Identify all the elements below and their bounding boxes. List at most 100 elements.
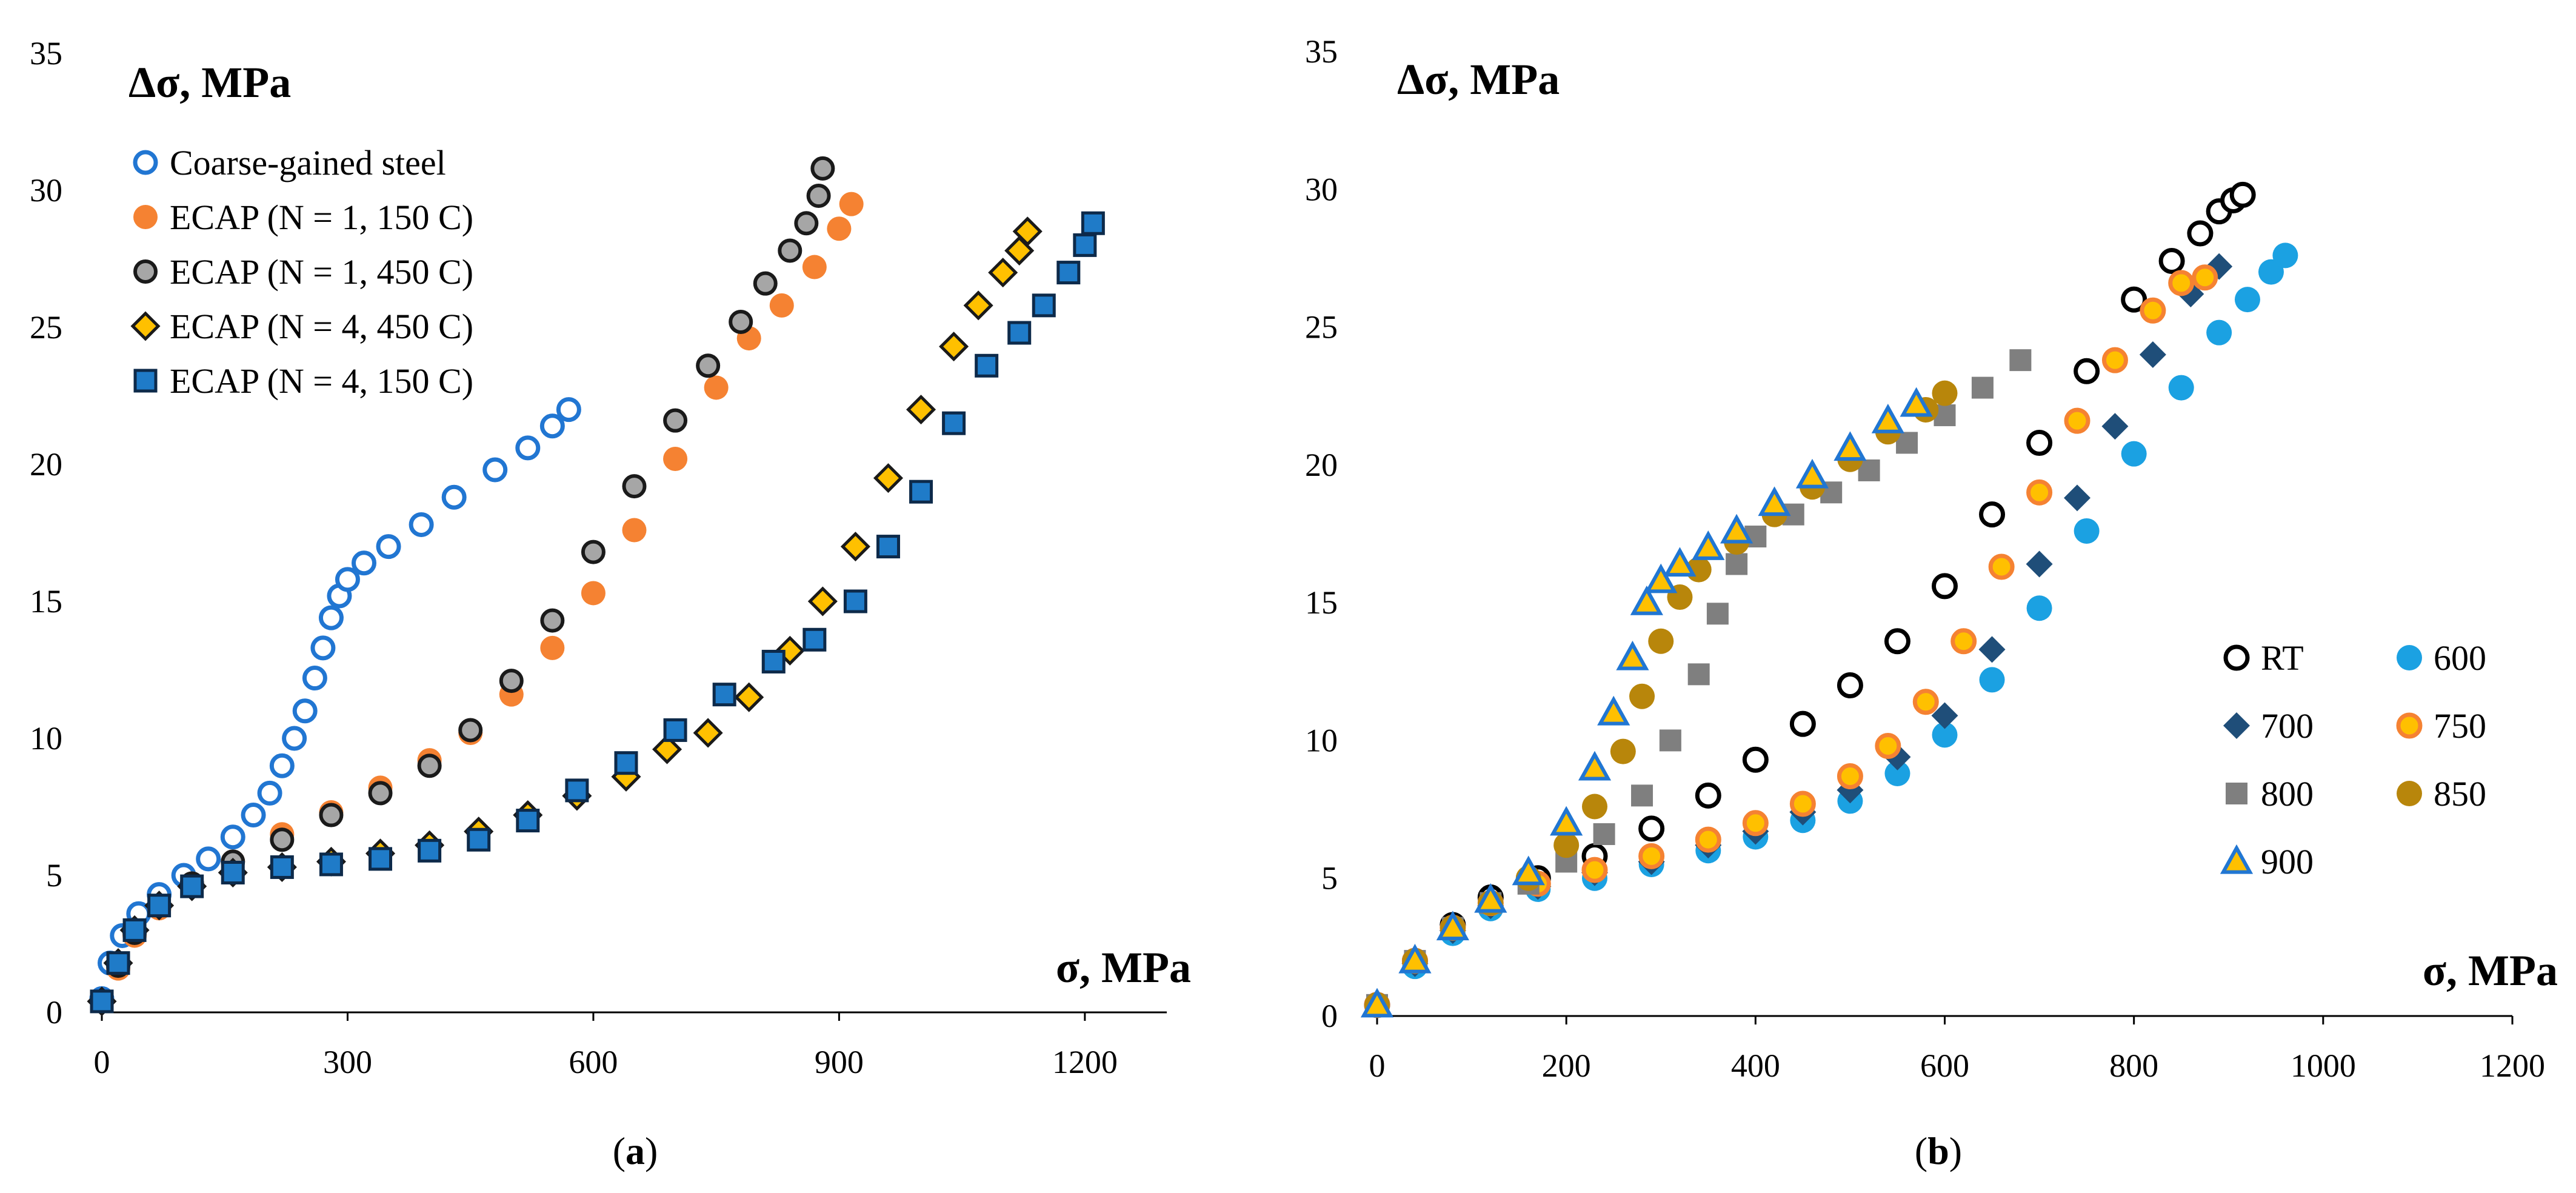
y-tick-label: 35 (1305, 33, 1338, 70)
data-point (2074, 358, 2100, 384)
y-tick-label: 10 (1305, 722, 1338, 758)
data-point (2026, 429, 2053, 456)
series-rt (1364, 181, 2256, 1018)
data-point (1758, 486, 1791, 516)
data-point (1581, 857, 1608, 883)
x-tick-label: 800 (2109, 1048, 2158, 1084)
legend-marker (2223, 644, 2250, 671)
data-point (2258, 259, 2284, 285)
panel-b: 0 200 400 600 800 1000 1200 0 5 10 15 20 25 30 35 RT 6… (1305, 33, 2558, 1172)
data-point (2229, 181, 2256, 208)
data-point (1629, 683, 1655, 709)
data-point (1875, 733, 1901, 760)
legend-label: 800 (2261, 774, 2314, 814)
data-point (778, 238, 802, 263)
data-point (1644, 563, 1678, 593)
data-point (753, 271, 778, 296)
data-point (2009, 349, 2032, 372)
legend-marker (133, 205, 158, 229)
data-point (839, 192, 864, 216)
y-tick-label: 15 (1305, 584, 1338, 621)
data-point (2158, 247, 2185, 274)
x-tick-label: 400 (1731, 1048, 1780, 1084)
panel-a: 0 300 600 900 1200 0 5 10 15 20 25 30 35 Coarse-gai… (30, 35, 1191, 1172)
data-point (351, 550, 376, 576)
data-point (794, 211, 819, 236)
data-point (1398, 943, 1432, 974)
data-point (652, 734, 682, 764)
data-point (1837, 672, 1863, 699)
data-point (292, 698, 318, 724)
data-point (1742, 746, 1769, 773)
data-point (807, 586, 838, 617)
data-point (318, 605, 344, 630)
data-point (942, 411, 966, 435)
data-point (2168, 270, 2195, 296)
data-point (2026, 479, 2053, 506)
legend-label: 900 (2261, 842, 2314, 881)
data-point (458, 718, 483, 743)
data-point (1871, 403, 1904, 433)
data-point (2121, 441, 2147, 467)
data-point (1360, 987, 1394, 1018)
data-point (1900, 387, 1933, 417)
x-tick-label: 300 (323, 1044, 372, 1080)
data-point (1988, 553, 2015, 580)
data-point (1581, 794, 1607, 820)
data-point (409, 512, 434, 537)
y-axis-title-a: Δσ, MPa (128, 58, 291, 107)
data-point (565, 778, 589, 803)
data-point (376, 534, 401, 560)
data-point (1692, 530, 1725, 560)
data-point (220, 824, 245, 850)
data-point (2064, 407, 2090, 434)
data-point (1912, 689, 1939, 715)
y-axis-title-b: Δσ, MPa (1397, 55, 1560, 104)
data-point (873, 463, 904, 493)
data-point (622, 474, 647, 499)
data-point (482, 457, 508, 483)
data-point (1979, 501, 2006, 528)
legend-marker (130, 311, 161, 341)
series-ecap-n-4-150-c- (90, 211, 1105, 1014)
data-point (319, 852, 343, 877)
data-point (1687, 663, 1710, 686)
data-point (663, 718, 687, 742)
data-point (1056, 261, 1081, 285)
data-point (319, 803, 344, 827)
x-tick-label: 1200 (1052, 1044, 1118, 1080)
legend-marker (2396, 712, 2423, 739)
legend-marker (133, 369, 158, 393)
data-point (988, 258, 1018, 288)
y-tick-label: 5 (46, 857, 62, 894)
data-point (1597, 695, 1630, 726)
data-point (106, 951, 130, 975)
data-point (802, 255, 827, 279)
legend-marker (133, 259, 158, 284)
data-point (270, 855, 294, 879)
data-point (906, 395, 936, 425)
data-point (1837, 763, 1863, 790)
data-point (769, 293, 794, 318)
x-tick-label: 1000 (2291, 1048, 2356, 1084)
data-point (704, 375, 729, 400)
data-point (310, 635, 336, 661)
x-tick-label: 600 (569, 1044, 618, 1080)
data-point (1720, 513, 1753, 544)
data-point (2026, 550, 2053, 578)
data-point (302, 666, 327, 691)
data-point (1726, 553, 1748, 575)
data-point (1631, 784, 1653, 807)
data-point (270, 827, 295, 852)
y-tick-label: 35 (30, 35, 62, 72)
legend-label: ECAP (N = 4, 450 C) (170, 307, 473, 346)
y-tick-label: 0 (46, 994, 62, 1031)
caption-letter-a: a (626, 1129, 645, 1172)
data-point (975, 353, 999, 378)
caption-a: (a) (613, 1129, 658, 1172)
legend-label: 750 (2434, 706, 2486, 746)
data-point (1932, 380, 1958, 406)
data-point (810, 156, 835, 181)
data-point (467, 827, 491, 852)
